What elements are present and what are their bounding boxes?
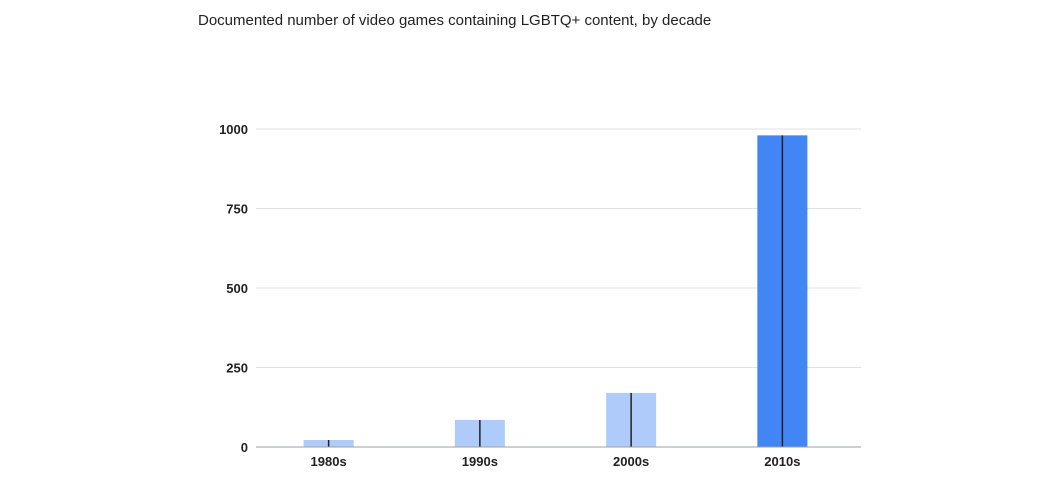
chart-title: Documented number of video games contain… xyxy=(198,12,712,29)
x-axis-ticks: 1980s 1990s 2000s 2010s xyxy=(311,454,801,469)
y-axis-ticks: 0 250 500 750 1000 xyxy=(219,122,248,455)
y-tick-label: 250 xyxy=(226,361,248,376)
bars xyxy=(303,135,808,448)
y-tick-label: 500 xyxy=(226,281,248,296)
y-tick-label: 0 xyxy=(241,440,248,455)
y-tick-label: 750 xyxy=(226,202,248,217)
x-tick-label: 2000s xyxy=(613,454,649,469)
x-tick-label: 2010s xyxy=(764,454,800,469)
x-tick-label: 1990s xyxy=(462,454,498,469)
y-tick-label: 1000 xyxy=(219,122,248,137)
x-tick-label: 1980s xyxy=(311,454,347,469)
